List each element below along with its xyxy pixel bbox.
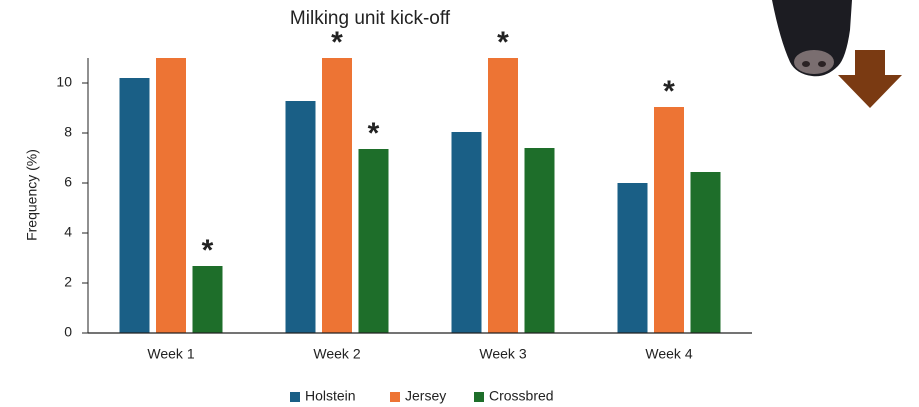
legend-swatch: [474, 392, 484, 402]
chart-title: Milking unit kick-off: [290, 8, 451, 29]
bar: [654, 107, 684, 333]
bar: [192, 266, 223, 333]
x-tick-label: Week 2: [313, 346, 360, 362]
bar: [617, 183, 648, 333]
bar: [285, 101, 316, 333]
legend-label: Crossbred: [489, 388, 554, 404]
arrow-icon: [838, 50, 902, 108]
y-tick-label: 8: [64, 124, 72, 140]
annotation: *: [331, 26, 343, 59]
y-tick-label: 6: [64, 174, 72, 190]
annotation: *: [202, 234, 214, 267]
legend-label: Jersey: [405, 388, 446, 404]
annotation: *: [497, 26, 509, 59]
bar: [524, 148, 555, 333]
y-axis-label: Frequency (%): [24, 149, 40, 241]
y-tick-label: 0: [64, 324, 72, 340]
x-tick-label: Week 3: [479, 346, 526, 362]
bar: [358, 149, 389, 333]
legend-swatch: [290, 392, 300, 402]
bar: [451, 132, 482, 333]
bar: [119, 78, 150, 333]
bar: [690, 172, 721, 333]
x-tick-label: Week 1: [147, 346, 194, 362]
cow-picture: [772, 0, 852, 77]
bar: [488, 58, 518, 333]
bar: [322, 58, 352, 333]
y-tick-label: 2: [64, 274, 72, 290]
y-tick-label: 4: [64, 224, 72, 240]
x-tick-label: Week 4: [645, 346, 692, 362]
legend-swatch: [390, 392, 400, 402]
y-tick-label: 10: [56, 74, 72, 90]
annotation: *: [663, 75, 675, 108]
annotation: *: [368, 117, 380, 150]
bar: [156, 58, 186, 333]
legend-label: Holstein: [305, 388, 356, 404]
